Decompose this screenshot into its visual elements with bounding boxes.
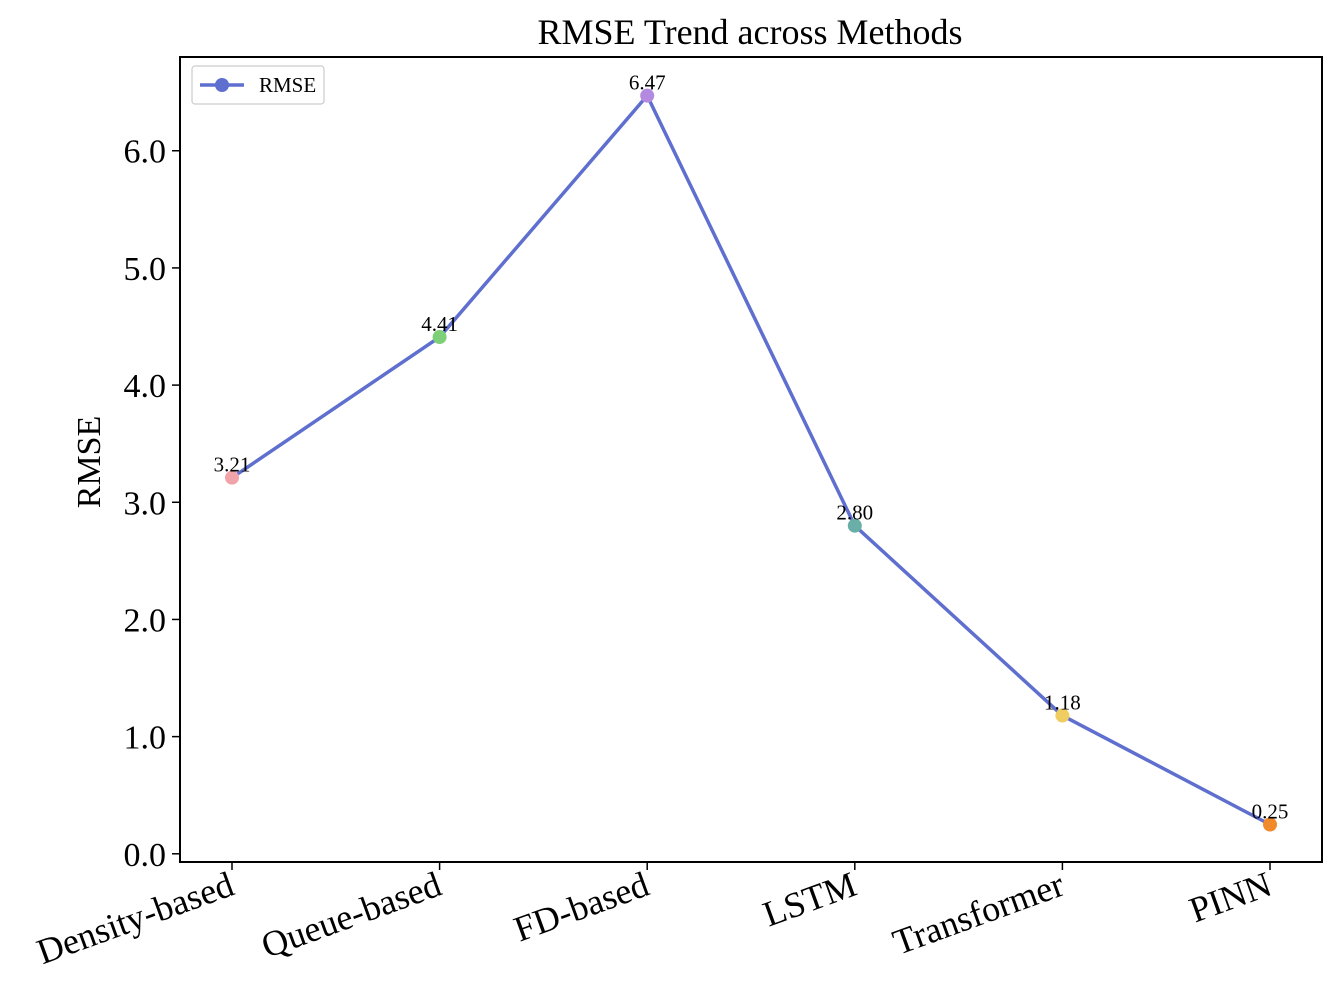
y-tick-label: 0.0 [124, 837, 167, 874]
data-label: 3.21 [214, 453, 251, 477]
x-tick-label: Queue-based [256, 864, 446, 966]
series-line [231, 93, 1271, 827]
chart-title: RMSE Trend across Methods [537, 12, 962, 52]
data-label: 2.80 [836, 501, 873, 525]
x-tick-label: FD-based [509, 864, 654, 949]
data-point [432, 330, 447, 345]
plot-frame [179, 56, 1323, 863]
y-tick-label: 6.0 [124, 134, 167, 171]
data-label: 4.41 [421, 312, 458, 336]
legend-label: RMSE [259, 73, 316, 97]
data-point [847, 518, 862, 533]
data-point [1055, 708, 1070, 723]
y-tick-label: 5.0 [124, 251, 167, 288]
data-point [1263, 817, 1277, 832]
data-point [225, 470, 239, 485]
data-label: 0.25 [1252, 800, 1289, 824]
data-label: 1.18 [1044, 691, 1081, 715]
data-label: 6.47 [629, 71, 666, 95]
plot-area: 0.0 1.0 2.0 3.0 4.0 5.0 6.0 Density-based Queue-… [32, 56, 1323, 972]
x-tick-label: LSTM [758, 864, 862, 934]
legend-marker-swatch [215, 78, 229, 92]
y-tick-label: 3.0 [124, 485, 167, 522]
x-tick-label: Transformer [888, 864, 1070, 963]
legend-box [191, 65, 325, 105]
x-tick-label: Density-based [32, 864, 239, 972]
data-point [640, 88, 655, 103]
y-tick-label: 2.0 [124, 602, 167, 639]
y-tick-label: 4.0 [124, 368, 167, 405]
y-axis-label: RMSE [71, 416, 108, 509]
y-tick-label: 1.0 [124, 720, 167, 757]
x-tick-label: PINN [1184, 864, 1277, 930]
